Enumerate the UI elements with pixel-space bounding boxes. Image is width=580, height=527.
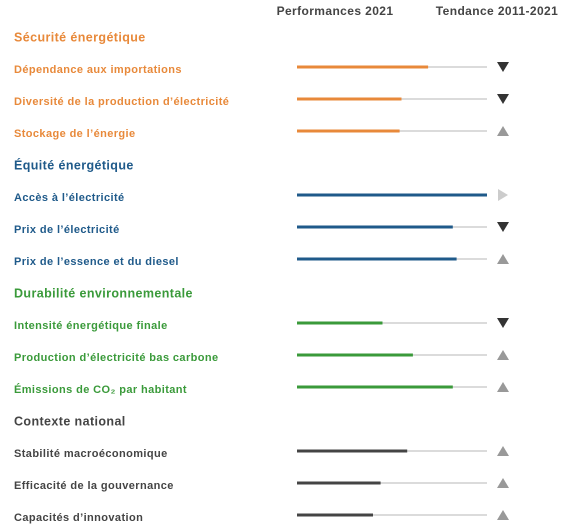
item-label: Accès à l’électricité bbox=[14, 192, 125, 204]
trend-arrow bbox=[497, 222, 509, 232]
item-label: Capacités d’innovation bbox=[14, 512, 143, 524]
trend-arrow bbox=[497, 126, 509, 136]
trend-arrow bbox=[497, 382, 509, 392]
trend-arrow bbox=[497, 318, 509, 328]
item-label: Stabilité macroéconomique bbox=[14, 448, 168, 460]
column-header: Tendance 2011-2021 bbox=[436, 4, 558, 18]
item-label: Production d’électricité bas carbone bbox=[14, 352, 219, 364]
group-title: Contexte national bbox=[14, 414, 126, 428]
item-label: Efficacité de la gouvernance bbox=[14, 480, 174, 492]
trend-arrow bbox=[497, 510, 509, 520]
item-label: Dépendance aux importations bbox=[14, 64, 182, 76]
trend-arrow bbox=[497, 62, 509, 72]
trend-arrow bbox=[497, 350, 509, 360]
trend-arrow bbox=[497, 94, 509, 104]
trend-arrow bbox=[497, 478, 509, 488]
trend-arrow bbox=[497, 254, 509, 264]
trend-arrow bbox=[497, 446, 509, 456]
group-title: Sécurité énergétique bbox=[14, 30, 146, 44]
group-title: Durabilité environnementale bbox=[14, 286, 193, 300]
trend-arrow bbox=[498, 189, 508, 201]
group-title: Équité énergétique bbox=[14, 157, 134, 172]
column-header: Performances 2021 bbox=[277, 4, 394, 18]
item-label: Diversité de la production d’électricité bbox=[14, 96, 229, 108]
item-label: Prix de l’essence et du diesel bbox=[14, 256, 179, 268]
item-label: Émissions de CO₂ par habitant bbox=[14, 383, 187, 396]
item-label: Intensité énergétique finale bbox=[14, 320, 168, 332]
item-label: Stockage de l’énergie bbox=[14, 128, 136, 140]
item-label: Prix de l’électricité bbox=[14, 224, 120, 236]
